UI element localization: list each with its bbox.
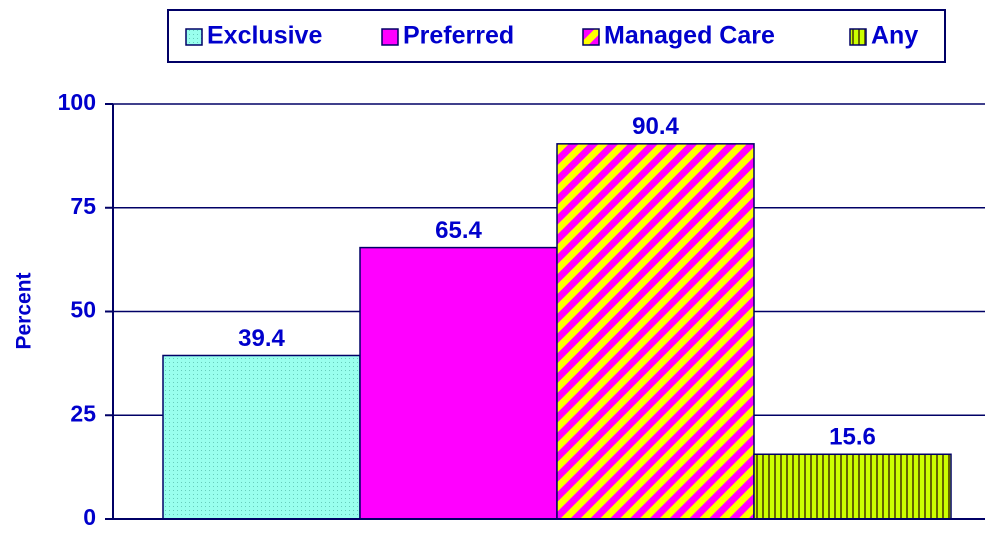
bar (359, 246, 558, 520)
legend-label: Any (871, 22, 918, 50)
legend-swatch (185, 28, 203, 46)
bar (753, 453, 952, 520)
y-tick-label: 50 (70, 297, 96, 323)
legend-swatch (582, 28, 600, 46)
value-label: 15.6 (829, 424, 876, 451)
y-tick-label: 75 (70, 193, 96, 219)
legend-label: Managed Care (604, 22, 775, 50)
bar (556, 143, 755, 520)
y-axis-label: Percent (13, 272, 36, 349)
legend-label: Exclusive (207, 22, 322, 50)
value-label: 39.4 (238, 325, 285, 352)
value-label: 65.4 (435, 217, 482, 244)
legend-box (167, 9, 946, 63)
y-tick-label: 100 (58, 89, 96, 115)
legend-label: Preferred (403, 22, 514, 50)
value-label: 90.4 (632, 113, 679, 140)
y-tick-label: 0 (83, 504, 96, 530)
y-tick-label: 25 (70, 400, 96, 426)
legend-swatch (849, 28, 867, 46)
legend-swatch (381, 28, 399, 46)
bar (162, 354, 361, 520)
